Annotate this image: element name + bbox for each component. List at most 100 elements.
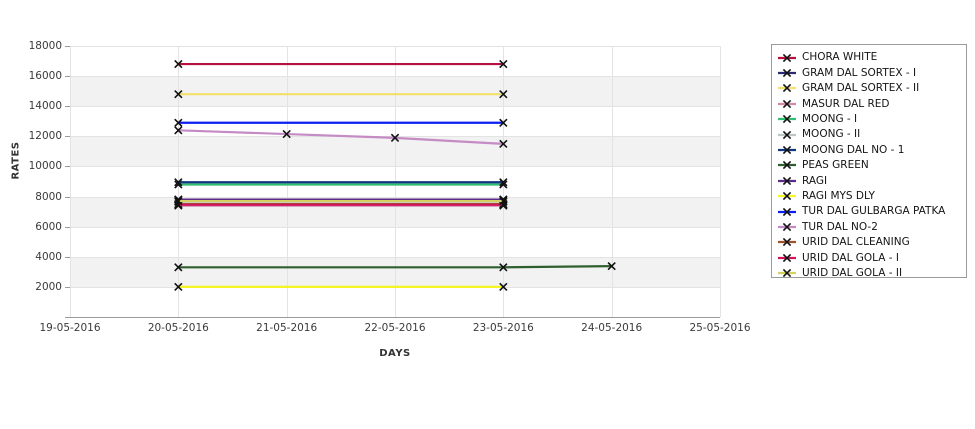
- legend-item[interactable]: PEAS GREEN: [778, 158, 962, 173]
- legend-item-label: MASUR DAL RED: [802, 97, 890, 110]
- legend-color-swatch: [778, 206, 796, 218]
- data-point-marker: [499, 282, 508, 292]
- legend-item-label: URID DAL GOLA - I: [802, 251, 900, 264]
- legend-item-label: MOONG - II: [802, 128, 861, 141]
- legend-color-swatch: [778, 82, 796, 94]
- chart-legend: CHORA WHITE GRAM DAL SORTEX - I GRAM DAL S…: [771, 44, 967, 278]
- x-tick-label: 21-05-2016: [256, 322, 318, 334]
- legend-color-swatch: [778, 52, 796, 64]
- legend-item-label: URID DAL GOLA - II: [802, 266, 903, 279]
- y-tick-mark: [65, 226, 70, 228]
- x-axis-line: [70, 317, 720, 318]
- y-tick-mark: [65, 286, 70, 288]
- y-tick-label: 14000: [28, 100, 62, 113]
- data-point-marker: [174, 126, 183, 135]
- legend-item[interactable]: RAGI MYS DLY: [778, 189, 962, 204]
- y-tick-mark: [65, 46, 70, 47]
- x-tick-label: 23-05-2016: [472, 322, 534, 334]
- legend-color-swatch: [778, 267, 796, 279]
- x-tick-label: 24-05-2016: [581, 322, 643, 334]
- legend-color-swatch: [778, 98, 796, 110]
- gridline-vertical: [720, 46, 721, 317]
- legend-color-swatch: [778, 129, 796, 141]
- legend-item-label: GRAM DAL SORTEX - I: [802, 66, 917, 79]
- data-point-marker: [390, 133, 400, 143]
- x-tick-label: 19-05-2016: [39, 322, 101, 334]
- legend-item[interactable]: URID DAL GOLA - II: [778, 265, 962, 280]
- legend-item[interactable]: URID DAL GOLA - I: [778, 250, 962, 265]
- data-point-marker: [499, 59, 508, 69]
- y-tick-mark: [65, 196, 70, 198]
- series-line: [178, 129, 504, 145]
- series-gram-dal-sortex-ii: [174, 90, 508, 99]
- series-tur-dal-gulbarga-patka: [174, 118, 508, 127]
- y-tick-mark: [65, 166, 70, 168]
- data-point-marker: [282, 129, 291, 139]
- data-point-marker: [499, 139, 508, 149]
- y-tick-label: 10000: [28, 160, 62, 173]
- gridline-vertical: [611, 46, 613, 317]
- legend-color-swatch: [778, 252, 796, 264]
- legend-item[interactable]: URID DAL CLEANING: [778, 235, 962, 250]
- legend-item[interactable]: MOONG - II: [778, 127, 962, 142]
- legend-item[interactable]: RAGI: [778, 173, 962, 188]
- y-tick-label: 18000: [28, 40, 62, 52]
- legend-color-swatch: [778, 144, 796, 156]
- legend-color-swatch: [778, 113, 796, 125]
- series-urid-dal-gola-ii: [174, 196, 508, 206]
- legend-item[interactable]: MASUR DAL RED: [778, 96, 962, 111]
- series-chora-white: [174, 59, 508, 69]
- data-point-marker: [174, 282, 183, 292]
- legend-item-label: PEAS GREEN: [802, 159, 869, 172]
- legend-item[interactable]: MOONG DAL NO - 1: [778, 142, 962, 157]
- y-tick-label: 12000: [28, 130, 62, 143]
- y-tick-label: 6000: [35, 220, 62, 233]
- data-point-marker: [174, 196, 183, 206]
- data-point-marker: [174, 59, 183, 69]
- data-point-marker: [499, 196, 508, 206]
- data-point-marker: [499, 90, 508, 99]
- legend-item-label: MOONG - I: [802, 113, 858, 125]
- y-tick-mark: [65, 317, 70, 318]
- y-tick-label: 8000: [35, 190, 62, 203]
- x-tick-label: 22-05-2016: [364, 322, 426, 334]
- data-point-marker: [499, 118, 508, 127]
- legend-color-swatch: [778, 190, 796, 202]
- legend-item-label: CHORA WHITE: [802, 51, 878, 64]
- legend-item[interactable]: TUR DAL GULBARGA PATKA: [778, 204, 962, 219]
- y-tick-label: 4000: [35, 250, 62, 263]
- legend-item[interactable]: GRAM DAL SORTEX - II: [778, 81, 962, 96]
- y-tick-label: 16000: [28, 70, 62, 83]
- data-point-marker: [499, 178, 508, 187]
- line-chart: RATES DAYS 2000 4000 6000 8000 10000 12000 140…: [10, 40, 751, 359]
- legend-color-swatch: [778, 175, 796, 187]
- legend-item-label: RAGI MYS DLY: [802, 189, 875, 202]
- legend-item[interactable]: GRAM DAL SORTEX - I: [778, 65, 962, 80]
- series-moong-dal-no-1: [174, 178, 508, 187]
- legend-item[interactable]: MOONG - I: [778, 112, 962, 127]
- legend-item-label: GRAM DAL SORTEX - II: [802, 82, 920, 95]
- gridline-vertical: [70, 46, 71, 317]
- y-axis-title: RATES: [10, 141, 22, 180]
- legend-item-label: MOONG DAL NO - 1: [802, 143, 905, 156]
- legend-item[interactable]: TUR DAL NO-2: [778, 219, 962, 234]
- x-axis-title: DAYS: [379, 348, 411, 359]
- data-point-marker: [174, 263, 183, 272]
- series-peas-green: [174, 261, 616, 272]
- plot-area: [70, 46, 721, 317]
- legend-item-label: TUR DAL GULBARGA PATKA: [802, 205, 946, 218]
- data-point-marker: [174, 178, 183, 187]
- y-tick-mark: [65, 76, 70, 78]
- data-point-marker: [607, 261, 616, 271]
- x-tick-label: 25-05-2016: [689, 322, 751, 334]
- y-tick-label: 2000: [35, 280, 62, 293]
- y-tick-mark: [65, 106, 70, 108]
- y-tick-mark: [65, 136, 70, 138]
- x-tick-label: 20-05-2016: [147, 322, 209, 334]
- legend-color-swatch: [778, 67, 796, 79]
- data-point-marker: [499, 263, 508, 272]
- legend-item[interactable]: CHORA WHITE: [778, 50, 962, 65]
- series-ragi-mys-dly: [174, 282, 508, 292]
- series-line: [178, 265, 612, 269]
